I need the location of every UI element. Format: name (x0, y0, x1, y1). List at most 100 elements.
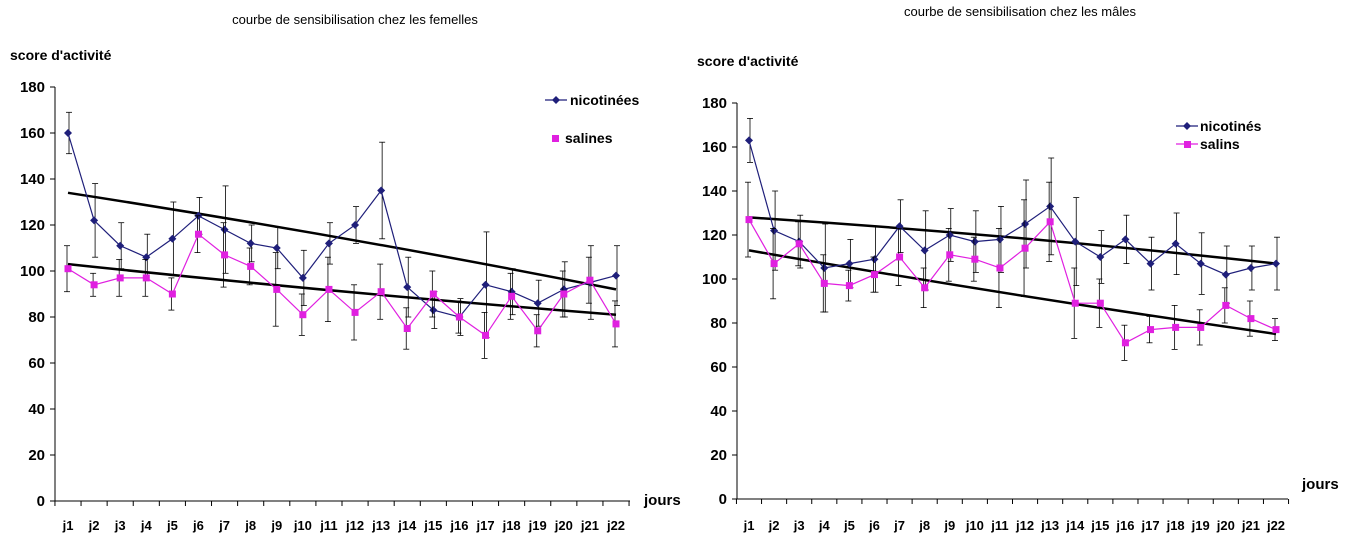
data-point (90, 216, 99, 225)
data-point (377, 288, 385, 296)
x-tick-label: j7 (218, 518, 230, 533)
data-point (272, 244, 281, 252)
data-point (429, 290, 437, 298)
x-tick-label: j2 (88, 518, 100, 533)
data-point (921, 284, 929, 292)
data-point (845, 259, 854, 268)
data-point (820, 264, 829, 272)
x-tick-label: j12 (1015, 518, 1034, 533)
data-point (351, 221, 360, 229)
x-tick-label: j14 (1065, 518, 1085, 533)
x-tick-label: j8 (244, 518, 256, 533)
x-tick-label: j5 (166, 518, 178, 533)
data-point (1247, 315, 1255, 323)
y-tick-label: 160 (20, 125, 45, 142)
data-point (299, 311, 307, 319)
data-point (1096, 299, 1104, 307)
x-tick-label: j8 (918, 518, 930, 533)
data-point (1221, 270, 1230, 279)
data-point (298, 273, 307, 282)
y-tick-label: 80 (710, 315, 727, 332)
data-point (971, 255, 979, 263)
data-point (945, 231, 954, 239)
data-point (1272, 259, 1280, 268)
y-tick-label: 60 (710, 359, 727, 376)
data-point (168, 234, 177, 243)
y-tick-label: 20 (710, 447, 727, 464)
x-tick-label: j3 (114, 518, 126, 533)
y-tick-label: 20 (28, 447, 45, 464)
series-line (67, 132, 617, 318)
y-tick-label: 180 (20, 79, 45, 96)
series-line (748, 140, 1277, 276)
x-tick-label: j19 (528, 518, 547, 533)
x-tick-label: j18 (502, 518, 521, 533)
trendline (67, 191, 617, 291)
x-tick-label: j10 (293, 518, 312, 533)
data-point (612, 320, 620, 328)
y-tick-label: 0 (37, 493, 45, 510)
data-point (168, 290, 176, 298)
x-tick-label: j5 (843, 518, 855, 533)
data-point (247, 262, 255, 270)
data-point (560, 290, 568, 298)
data-point (1246, 264, 1255, 272)
y-axis-label: score d'activité (697, 53, 799, 69)
data-point (845, 282, 853, 290)
data-point (220, 225, 229, 234)
trendline (748, 216, 1277, 265)
x-tick-label: j9 (270, 518, 282, 533)
data-point (455, 313, 463, 321)
data-point (1272, 326, 1280, 334)
y-tick-label: 100 (20, 263, 45, 280)
data-point (1071, 237, 1080, 246)
series-line (67, 233, 617, 337)
y-tick-label: 140 (702, 183, 727, 200)
legend-marker-nicotinees (552, 96, 560, 104)
y-tick-label: 140 (20, 171, 45, 188)
legend-label-salins: salins (1200, 136, 1240, 152)
data-point (403, 283, 412, 292)
x-tick-label: j7 (893, 518, 905, 533)
data-point (116, 274, 124, 282)
data-point (1021, 244, 1029, 252)
legend-label-nicotinees: nicotinées (570, 92, 639, 108)
data-point (612, 271, 620, 280)
x-tick-label: j3 (793, 518, 805, 533)
data-point (377, 186, 386, 195)
data-point (1021, 220, 1030, 228)
x-tick-label: j16 (449, 518, 468, 533)
y-tick-label: 160 (702, 139, 727, 156)
data-point (351, 308, 359, 316)
data-point (745, 216, 753, 224)
x-tick-label: j12 (345, 518, 364, 533)
x-axis-label: jours (643, 492, 681, 509)
data-point (534, 327, 542, 335)
data-point (1146, 259, 1155, 268)
x-tick-label: j11 (990, 518, 1008, 533)
x-tick-label: j15 (1090, 518, 1109, 533)
data-point (508, 292, 516, 300)
legend-marker-salins (1184, 141, 1191, 148)
y-tick-label: 0 (719, 491, 727, 508)
y-tick-label: 120 (20, 217, 45, 234)
x-tick-label: j13 (1040, 518, 1059, 533)
legend-label-nicotines: nicotinés (1200, 118, 1262, 134)
data-point (1196, 259, 1205, 268)
data-point (795, 240, 803, 248)
data-point (324, 239, 333, 248)
x-tick-label: j17 (1140, 518, 1159, 533)
data-point (586, 276, 594, 284)
legend: nicotinés salins (1176, 118, 1262, 152)
data-point (1147, 326, 1155, 334)
data-point (1121, 339, 1129, 347)
x-tick-label: j17 (475, 518, 494, 533)
x-tick-label: j6 (868, 518, 880, 533)
series-1 (64, 215, 620, 359)
data-point (273, 285, 281, 293)
x-tick-label: j18 (1166, 518, 1185, 533)
chart-females: courbe de sensibilisation chez les femel… (10, 12, 681, 533)
x-tick-label: j21 (1241, 518, 1260, 533)
trendline (67, 262, 617, 316)
